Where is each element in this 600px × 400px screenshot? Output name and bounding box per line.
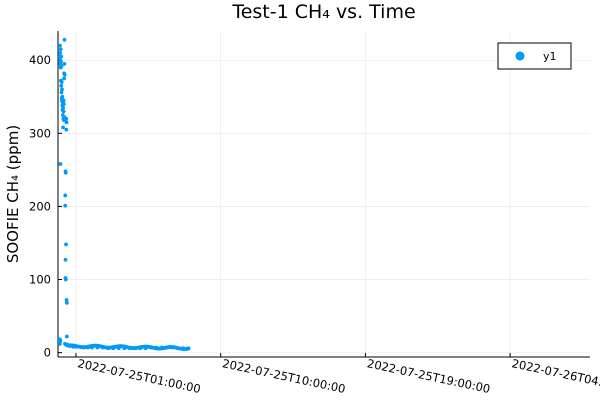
data-point: [61, 102, 66, 106]
data-point: [62, 37, 67, 42]
data-point: [60, 94, 65, 99]
data-point: [64, 334, 69, 339]
y-tick-label: 300: [29, 126, 51, 140]
data-point: [61, 109, 66, 114]
y-tick-label: 0: [44, 346, 51, 360]
data-points: [57, 37, 191, 351]
data-point: [64, 298, 69, 302]
data-point: [63, 277, 68, 282]
data-point: [58, 51, 63, 55]
data-point: [60, 87, 64, 92]
legend: y1: [497, 42, 572, 70]
y-axis-ticks: 0 100 200 300 400: [29, 53, 62, 360]
data-point: [64, 116, 69, 121]
data-point: [63, 193, 68, 198]
data-point: [64, 127, 69, 132]
y-tick-label: 400: [29, 53, 51, 67]
data-point: [63, 170, 68, 175]
data-point: [58, 162, 63, 166]
data-point: [59, 54, 64, 59]
data-point: [62, 76, 67, 81]
y-tick-label: 100: [29, 273, 51, 287]
y-tick-label: 200: [29, 199, 51, 213]
data-point: [58, 339, 63, 343]
data-point: [59, 59, 63, 64]
data-point: [61, 105, 65, 110]
data-point: [63, 257, 68, 262]
data-point: [61, 125, 65, 130]
data-point: [62, 61, 67, 66]
data-point: [59, 90, 64, 95]
grid-lines: [58, 31, 590, 357]
legend-box: [497, 42, 572, 70]
data-point: [57, 43, 62, 48]
data-point: [61, 98, 66, 103]
data-point: [64, 301, 69, 305]
data-point: [62, 72, 67, 77]
data-point: [59, 80, 64, 85]
data-point: [57, 341, 62, 346]
chart-title: Test-1 CH₄ vs. Time: [231, 1, 415, 23]
data-point: [64, 242, 68, 247]
legend-label: y1: [543, 50, 557, 63]
legend-marker: [515, 51, 525, 61]
data-point: [59, 64, 64, 68]
data-point: [186, 346, 191, 351]
data-point: [63, 203, 68, 208]
y-axis-label: SOOFIE CH₄ (ppm): [4, 125, 22, 263]
data-point: [64, 120, 69, 125]
data-point: [58, 47, 63, 52]
data-point: [59, 83, 64, 88]
